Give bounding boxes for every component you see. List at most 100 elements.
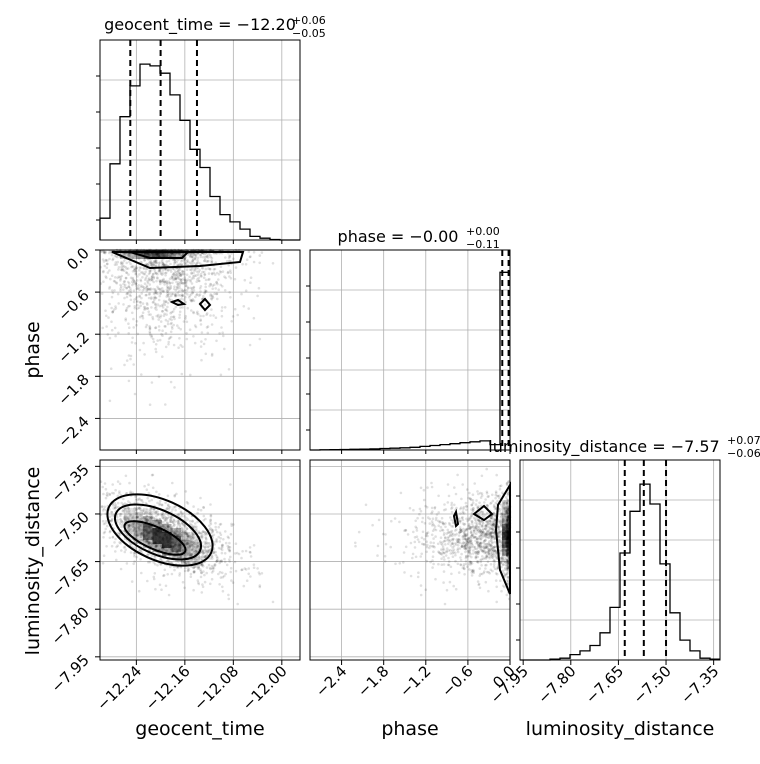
sample-point — [161, 520, 165, 524]
sample-point — [452, 544, 456, 548]
sample-point — [127, 516, 130, 520]
sample-point — [146, 496, 149, 500]
sample-point — [464, 550, 467, 554]
sample-point — [173, 523, 176, 527]
sample-point — [218, 540, 222, 543]
sample-point — [189, 575, 193, 578]
sample-point — [257, 571, 261, 574]
density-cell — [152, 520, 162, 528]
sample-point — [195, 542, 198, 545]
sample-point — [144, 517, 148, 520]
sample-point — [164, 516, 167, 519]
sample-point — [175, 565, 178, 569]
sample-point — [114, 537, 117, 541]
sample-point — [191, 253, 195, 257]
sample-point — [119, 283, 122, 287]
sample-point — [462, 523, 466, 526]
sample-point — [148, 326, 152, 329]
sample-point — [179, 343, 182, 347]
sample-point — [192, 311, 195, 315]
sample-point — [143, 528, 146, 532]
sample-point — [214, 287, 217, 290]
sample-point — [155, 533, 158, 537]
sample-point — [122, 288, 125, 291]
sample-point — [201, 550, 204, 553]
sample-point — [167, 280, 171, 283]
sample-point — [172, 323, 175, 327]
sample-point — [131, 264, 134, 268]
sample-point — [157, 315, 160, 319]
sample-point — [223, 574, 226, 578]
sample-point — [203, 290, 207, 294]
sample-point — [209, 519, 212, 522]
sample-point — [227, 545, 231, 549]
sample-point — [145, 285, 149, 289]
sample-point — [127, 285, 131, 289]
sample-point — [211, 569, 215, 573]
sample-point — [129, 514, 132, 517]
sample-point — [209, 293, 212, 296]
sample-point — [494, 579, 498, 582]
sample-point — [500, 525, 504, 528]
sample-point — [192, 505, 195, 508]
sample-point — [166, 573, 169, 576]
sample-point — [175, 492, 178, 496]
sample-point — [224, 256, 227, 259]
sample-point — [478, 537, 481, 541]
sample-point — [173, 494, 176, 498]
sample-point — [505, 553, 509, 556]
sample-point — [151, 535, 154, 539]
sample-point — [236, 602, 239, 606]
sample-point — [210, 259, 213, 263]
sample-point — [179, 545, 183, 548]
sample-point — [156, 564, 159, 567]
sample-point — [193, 542, 196, 545]
sample-point — [196, 278, 199, 281]
sample-point — [398, 562, 402, 565]
sample-point — [119, 277, 122, 281]
sample-point — [114, 550, 117, 553]
sample-point — [183, 561, 186, 564]
sample-point — [154, 296, 158, 300]
sample-point — [207, 259, 210, 263]
sample-point — [435, 516, 438, 520]
sample-point — [142, 341, 145, 345]
sample-point — [134, 516, 138, 519]
sample-point — [189, 536, 193, 539]
sample-point — [111, 257, 115, 261]
sample-point — [178, 527, 181, 531]
sample-point — [114, 488, 117, 492]
sample-point — [161, 536, 165, 540]
sample-point — [126, 280, 130, 284]
sample-point — [122, 510, 125, 513]
sample-point — [449, 552, 453, 555]
sample-point — [139, 548, 142, 552]
sample-point — [160, 514, 163, 517]
sample-point — [122, 515, 126, 519]
sample-point — [177, 544, 180, 547]
sample-point — [499, 540, 503, 543]
sample-point — [171, 544, 174, 548]
sample-point — [180, 272, 183, 276]
sample-point — [432, 550, 435, 553]
sample-point — [425, 559, 429, 563]
sample-point — [166, 294, 169, 297]
sample-point — [208, 267, 212, 271]
sample-point — [167, 560, 171, 564]
sample-point — [201, 530, 205, 533]
sample-point — [228, 558, 231, 561]
sample-point — [155, 279, 158, 283]
density-cell — [152, 528, 162, 536]
sample-point — [158, 535, 162, 539]
sample-point — [143, 534, 147, 537]
sample-point — [148, 292, 151, 295]
sample-point — [199, 569, 203, 573]
sample-point — [127, 285, 130, 288]
sample-point — [227, 597, 231, 601]
sample-point — [160, 530, 163, 534]
sample-point — [505, 525, 509, 529]
sample-point — [180, 555, 183, 559]
sample-point — [398, 520, 401, 524]
sample-point — [184, 280, 187, 283]
sample-point — [188, 254, 192, 257]
